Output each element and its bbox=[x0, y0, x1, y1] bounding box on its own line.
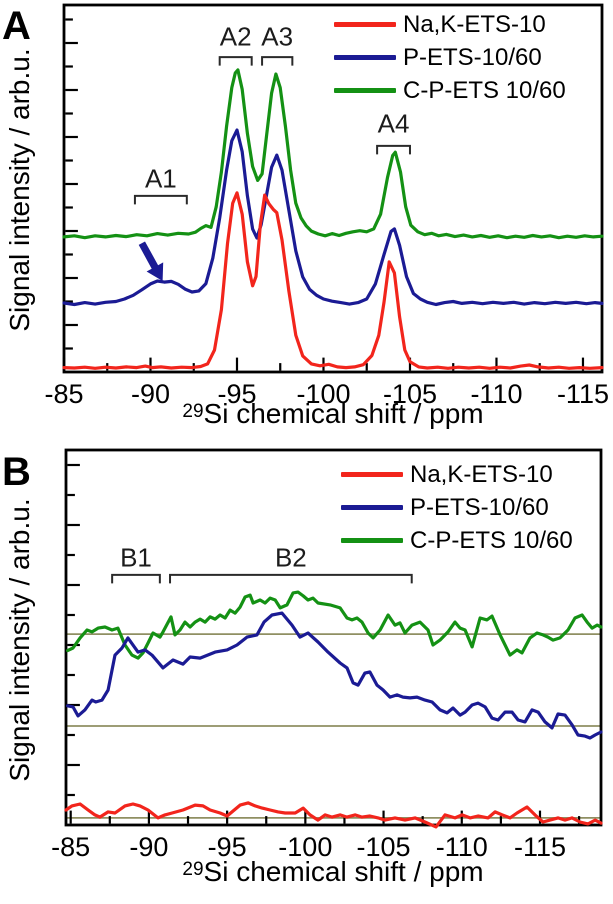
legend-label: C-P-ETS 10/60 bbox=[410, 526, 573, 554]
annotation-bracket bbox=[111, 573, 161, 584]
panel-a-legend: Na,K-ETS-10 P-ETS-10/60 C-P-ETS 10/60 bbox=[334, 8, 566, 107]
annotation-label: B2 bbox=[274, 542, 307, 573]
legend-row: C-P-ETS 10/60 bbox=[334, 74, 566, 107]
panel-b-y-axis-label: Signal intensity / arb.u. bbox=[4, 498, 35, 782]
spectrum-curve-c-p-ets-10-60 bbox=[62, 68, 604, 240]
x-tick-label: -95 bbox=[207, 832, 247, 862]
legend-label: Na,K-ETS-10 bbox=[403, 10, 546, 38]
legend-line-swatch-green bbox=[341, 538, 403, 543]
x-tick-label: -100 bbox=[278, 832, 333, 862]
spectrum-curve-na-k-ets-10 bbox=[62, 191, 604, 370]
plot-box bbox=[62, 3, 604, 374]
annotation-label: A4 bbox=[377, 108, 410, 139]
legend-row: C-P-ETS 10/60 bbox=[341, 524, 573, 557]
x-tick-label: -90 bbox=[130, 379, 170, 409]
annotation-bracket bbox=[218, 56, 253, 66]
isotope-superscript: 29 bbox=[182, 401, 204, 422]
plot-box bbox=[64, 448, 603, 827]
highlight-arrow bbox=[138, 241, 164, 281]
annotation-label: B1 bbox=[120, 542, 152, 573]
x-tick-label: -105 bbox=[356, 832, 411, 862]
x-tick-label: -85 bbox=[44, 379, 84, 409]
panel-b-x-axis-label: 29Si chemical shift / ppm bbox=[182, 856, 483, 888]
spectrum-curve-na-k-ets-10 bbox=[64, 801, 603, 829]
x-axis-label-text: Si chemical shift / ppm bbox=[203, 856, 484, 887]
legend-row: Na,K-ETS-10 bbox=[334, 8, 566, 41]
legend-line-swatch-blue bbox=[341, 505, 403, 510]
spectrum-curve-p-ets-10-60 bbox=[62, 128, 604, 307]
legend-row: P-ETS-10/60 bbox=[334, 41, 566, 74]
legend-label: Na,K-ETS-10 bbox=[410, 460, 553, 488]
x-tick-label: -110 bbox=[470, 379, 523, 409]
annotation-bracket bbox=[169, 573, 413, 584]
legend-row: Na,K-ETS-10 bbox=[341, 458, 573, 491]
panel-b-letter: B bbox=[2, 450, 31, 494]
panel-a-y-axis-label: Signal intensity / arb.u. bbox=[4, 48, 35, 332]
x-tick-label: -95 bbox=[217, 379, 257, 409]
legend-label: C-P-ETS 10/60 bbox=[403, 76, 566, 104]
x-tick-label: -115 bbox=[556, 379, 609, 409]
x-tick-label: -110 bbox=[435, 832, 488, 862]
spectrum-curve-p-ets-10-60 bbox=[65, 611, 603, 740]
legend-line-swatch-red bbox=[334, 22, 396, 27]
annotation-label: A3 bbox=[261, 21, 294, 52]
legend-row: P-ETS-10/60 bbox=[341, 491, 573, 524]
legend-line-swatch-green bbox=[334, 88, 396, 93]
legend-line-swatch-red bbox=[341, 472, 403, 477]
legend-line-swatch-blue bbox=[334, 55, 396, 60]
annotation-label: A2 bbox=[219, 21, 252, 52]
panel-a-x-axis-label: 29Si chemical shift / ppm bbox=[182, 398, 483, 430]
annotation-bracket bbox=[261, 56, 294, 66]
isotope-superscript: 29 bbox=[182, 859, 204, 880]
x-tick-label: -90 bbox=[129, 832, 169, 862]
x-tick-label: -100 bbox=[296, 379, 351, 409]
annotation-label: A1 bbox=[144, 163, 177, 194]
annotation-bracket bbox=[133, 194, 188, 205]
panel-b-legend: Na,K-ETS-10 P-ETS-10/60 C-P-ETS 10/60 bbox=[341, 458, 573, 557]
legend-label: P-ETS-10/60 bbox=[403, 43, 542, 71]
annotation-bracket bbox=[376, 144, 411, 155]
spectrum-curve-c-p-ets-10-60 bbox=[65, 590, 603, 660]
x-tick-label: -105 bbox=[382, 379, 437, 409]
x-tick-label: -115 bbox=[513, 832, 566, 862]
panel-a-letter: A bbox=[2, 4, 31, 48]
x-tick-label: -85 bbox=[51, 832, 91, 862]
legend-label: P-ETS-10/60 bbox=[410, 493, 549, 521]
x-axis-label-text: Si chemical shift / ppm bbox=[203, 398, 484, 429]
